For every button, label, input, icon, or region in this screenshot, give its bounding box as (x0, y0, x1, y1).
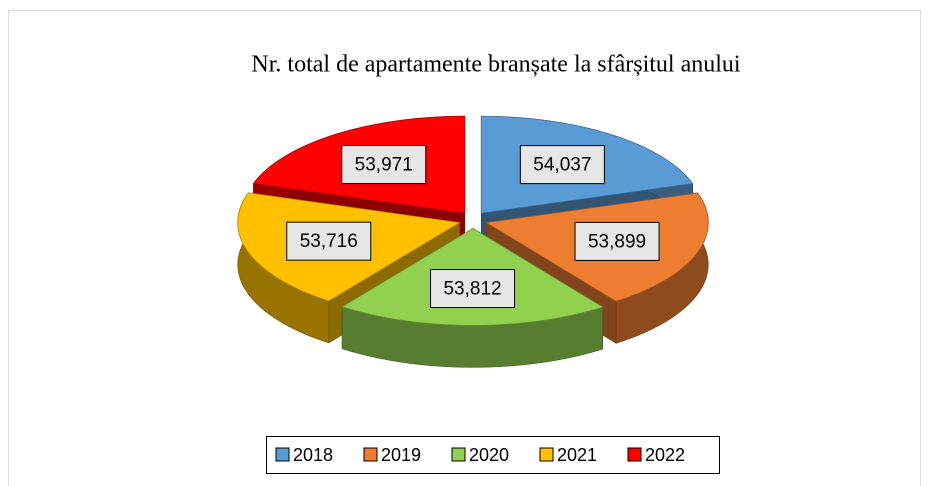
legend-label: 2022 (645, 445, 685, 465)
legend: 2018 2019 2020 2021 2022 (275, 445, 685, 465)
chart-title: Nr. total de apartamente branșate la sfâ… (251, 52, 740, 78)
legend-swatch (363, 447, 378, 462)
data-label: 53,899 (588, 231, 646, 252)
legend-swatch (627, 447, 642, 462)
legend-label: 2018 (293, 445, 333, 465)
data-label-box (286, 221, 372, 261)
legend-swatch (539, 447, 554, 462)
legend-label: 2020 (469, 445, 509, 465)
data-label: 53,812 (443, 279, 501, 300)
data-labels: 54,037 53,899 53,812 53,716 53,971 (286, 145, 660, 309)
data-label-box (341, 145, 427, 185)
data-label-box (430, 269, 516, 309)
legend-swatch (451, 447, 466, 462)
legend-swatch (275, 447, 290, 462)
data-label: 53,971 (355, 155, 413, 176)
data-label-box (574, 221, 660, 261)
data-label-box (519, 145, 605, 185)
legend-label: 2019 (381, 445, 421, 465)
legend-label: 2021 (557, 445, 597, 465)
legend-box (266, 436, 720, 474)
data-label: 54,037 (533, 155, 591, 176)
data-label: 53,716 (300, 231, 358, 252)
